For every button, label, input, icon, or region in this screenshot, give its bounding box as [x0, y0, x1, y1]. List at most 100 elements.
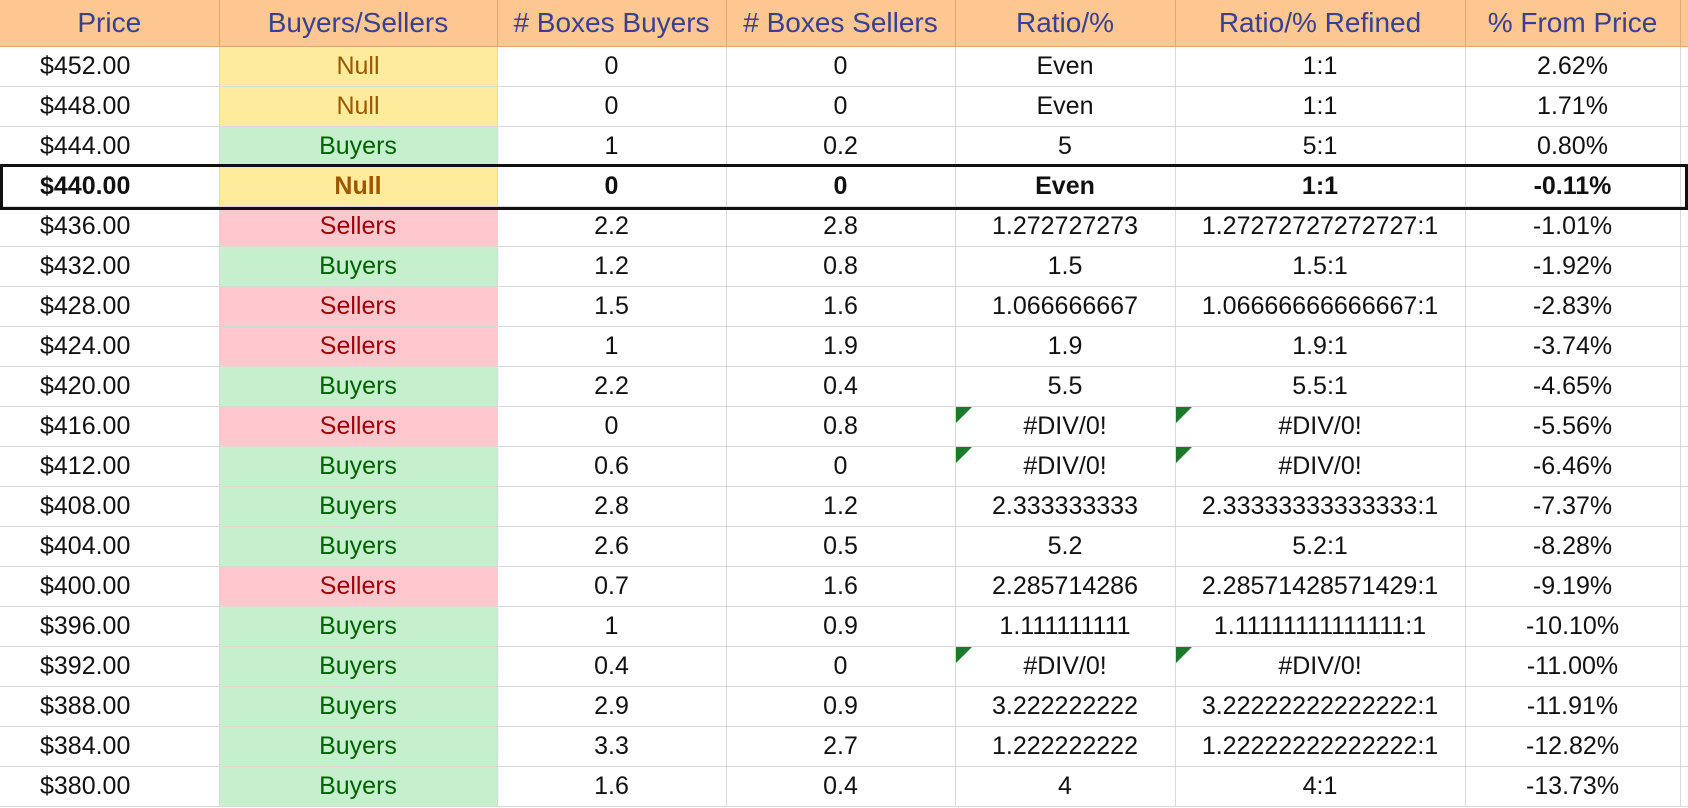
boxes-buyers-cell[interactable]: 1.5: [497, 286, 727, 327]
from-price-cell[interactable]: -0.11%: [1465, 166, 1681, 207]
boxes-buyers-cell[interactable]: 1.6: [497, 766, 727, 807]
empty-cell[interactable]: [1680, 606, 1688, 647]
side-cell[interactable]: Buyers: [219, 126, 498, 167]
from-price-cell[interactable]: 1.71%: [1465, 86, 1681, 127]
empty-cell[interactable]: [1680, 126, 1688, 167]
ratio-cell[interactable]: 5.2: [955, 526, 1176, 567]
header-boxes-sellers[interactable]: # Boxes Sellers: [726, 0, 956, 47]
header-ratio[interactable]: Ratio/%: [955, 0, 1176, 47]
ratio-refined-cell[interactable]: 1.11111111111111:1: [1175, 606, 1466, 647]
price-cell[interactable]: $412.00: [0, 446, 220, 487]
header-buyers-sellers[interactable]: Buyers/Sellers: [219, 0, 498, 47]
side-cell[interactable]: Buyers: [219, 646, 498, 687]
empty-cell[interactable]: [1680, 766, 1688, 807]
side-cell[interactable]: Sellers: [219, 286, 498, 327]
side-cell[interactable]: Buyers: [219, 246, 498, 287]
boxes-buyers-cell[interactable]: 0.6: [497, 446, 727, 487]
price-cell[interactable]: $432.00: [0, 246, 220, 287]
price-cell[interactable]: $388.00: [0, 686, 220, 727]
from-price-cell[interactable]: -2.83%: [1465, 286, 1681, 327]
empty-cell[interactable]: [1680, 486, 1688, 527]
price-cell[interactable]: $424.00: [0, 326, 220, 367]
price-cell[interactable]: $404.00: [0, 526, 220, 567]
ratio-cell[interactable]: Even: [955, 46, 1176, 87]
header-price[interactable]: Price: [0, 0, 220, 47]
price-cell[interactable]: $444.00: [0, 126, 220, 167]
boxes-sellers-cell[interactable]: 0.8: [726, 246, 956, 287]
ratio-refined-cell[interactable]: 4:1: [1175, 766, 1466, 807]
boxes-sellers-cell[interactable]: 1.2: [726, 486, 956, 527]
ratio-cell[interactable]: #DIV/0!: [955, 646, 1176, 687]
ratio-refined-cell[interactable]: 1.9:1: [1175, 326, 1466, 367]
side-cell[interactable]: Sellers: [219, 326, 498, 367]
ratio-cell[interactable]: 1.5: [955, 246, 1176, 287]
empty-cell[interactable]: [1680, 366, 1688, 407]
empty-cell[interactable]: [1680, 286, 1688, 327]
price-cell[interactable]: $408.00: [0, 486, 220, 527]
ratio-cell[interactable]: #DIV/0!: [955, 446, 1176, 487]
boxes-sellers-cell[interactable]: 0.8: [726, 406, 956, 447]
from-price-cell[interactable]: -4.65%: [1465, 366, 1681, 407]
ratio-refined-cell[interactable]: #DIV/0!: [1175, 406, 1466, 447]
ratio-refined-cell[interactable]: 1:1: [1175, 86, 1466, 127]
ratio-cell[interactable]: 1.9: [955, 326, 1176, 367]
price-cell[interactable]: $400.00: [0, 566, 220, 607]
from-price-cell[interactable]: -13.73%: [1465, 766, 1681, 807]
header-from-price[interactable]: % From Price: [1465, 0, 1681, 47]
ratio-refined-cell[interactable]: 5:1: [1175, 126, 1466, 167]
empty-cell[interactable]: [1680, 326, 1688, 367]
boxes-sellers-cell[interactable]: 0: [726, 86, 956, 127]
header-boxes-buyers[interactable]: # Boxes Buyers: [497, 0, 727, 47]
price-cell[interactable]: $440.00: [0, 166, 220, 207]
ratio-cell[interactable]: 1.222222222: [955, 726, 1176, 767]
empty-cell[interactable]: [1680, 246, 1688, 287]
ratio-refined-cell[interactable]: 1.27272727272727:1: [1175, 206, 1466, 247]
side-cell[interactable]: Buyers: [219, 446, 498, 487]
boxes-sellers-cell[interactable]: 1.9: [726, 326, 956, 367]
ratio-refined-cell[interactable]: #DIV/0!: [1175, 646, 1466, 687]
ratio-refined-cell[interactable]: 1.5:1: [1175, 246, 1466, 287]
from-price-cell[interactable]: -6.46%: [1465, 446, 1681, 487]
boxes-sellers-cell[interactable]: 2.8: [726, 206, 956, 247]
ratio-cell[interactable]: 2.333333333: [955, 486, 1176, 527]
boxes-buyers-cell[interactable]: 0.7: [497, 566, 727, 607]
side-cell[interactable]: Sellers: [219, 566, 498, 607]
empty-cell[interactable]: [1680, 166, 1688, 207]
empty-cell[interactable]: [1680, 46, 1688, 87]
empty-cell[interactable]: [1680, 86, 1688, 127]
ratio-cell[interactable]: 5: [955, 126, 1176, 167]
boxes-buyers-cell[interactable]: 0: [497, 46, 727, 87]
ratio-refined-cell[interactable]: 5.2:1: [1175, 526, 1466, 567]
boxes-buyers-cell[interactable]: 1: [497, 126, 727, 167]
header-ratio-refined[interactable]: Ratio/% Refined: [1175, 0, 1466, 47]
boxes-buyers-cell[interactable]: 1: [497, 326, 727, 367]
empty-cell[interactable]: [1680, 406, 1688, 447]
empty-cell[interactable]: [1680, 686, 1688, 727]
header-empty[interactable]: [1680, 0, 1688, 47]
from-price-cell[interactable]: -3.74%: [1465, 326, 1681, 367]
empty-cell[interactable]: [1680, 646, 1688, 687]
boxes-sellers-cell[interactable]: 0: [726, 646, 956, 687]
side-cell[interactable]: Buyers: [219, 686, 498, 727]
price-cell[interactable]: $384.00: [0, 726, 220, 767]
price-cell[interactable]: $392.00: [0, 646, 220, 687]
from-price-cell[interactable]: -10.10%: [1465, 606, 1681, 647]
ratio-cell[interactable]: 5.5: [955, 366, 1176, 407]
boxes-sellers-cell[interactable]: 0.9: [726, 686, 956, 727]
boxes-sellers-cell[interactable]: 0: [726, 446, 956, 487]
from-price-cell[interactable]: 2.62%: [1465, 46, 1681, 87]
boxes-buyers-cell[interactable]: 2.2: [497, 366, 727, 407]
price-cell[interactable]: $420.00: [0, 366, 220, 407]
side-cell[interactable]: Null: [219, 86, 498, 127]
boxes-buyers-cell[interactable]: 1.2: [497, 246, 727, 287]
ratio-refined-cell[interactable]: 1.06666666666667:1: [1175, 286, 1466, 327]
from-price-cell[interactable]: -11.91%: [1465, 686, 1681, 727]
side-cell[interactable]: Null: [219, 166, 498, 207]
price-cell[interactable]: $428.00: [0, 286, 220, 327]
ratio-refined-cell[interactable]: 1:1: [1175, 46, 1466, 87]
ratio-cell[interactable]: 3.222222222: [955, 686, 1176, 727]
from-price-cell[interactable]: -5.56%: [1465, 406, 1681, 447]
boxes-buyers-cell[interactable]: 2.2: [497, 206, 727, 247]
side-cell[interactable]: Null: [219, 46, 498, 87]
boxes-sellers-cell[interactable]: 0.4: [726, 766, 956, 807]
